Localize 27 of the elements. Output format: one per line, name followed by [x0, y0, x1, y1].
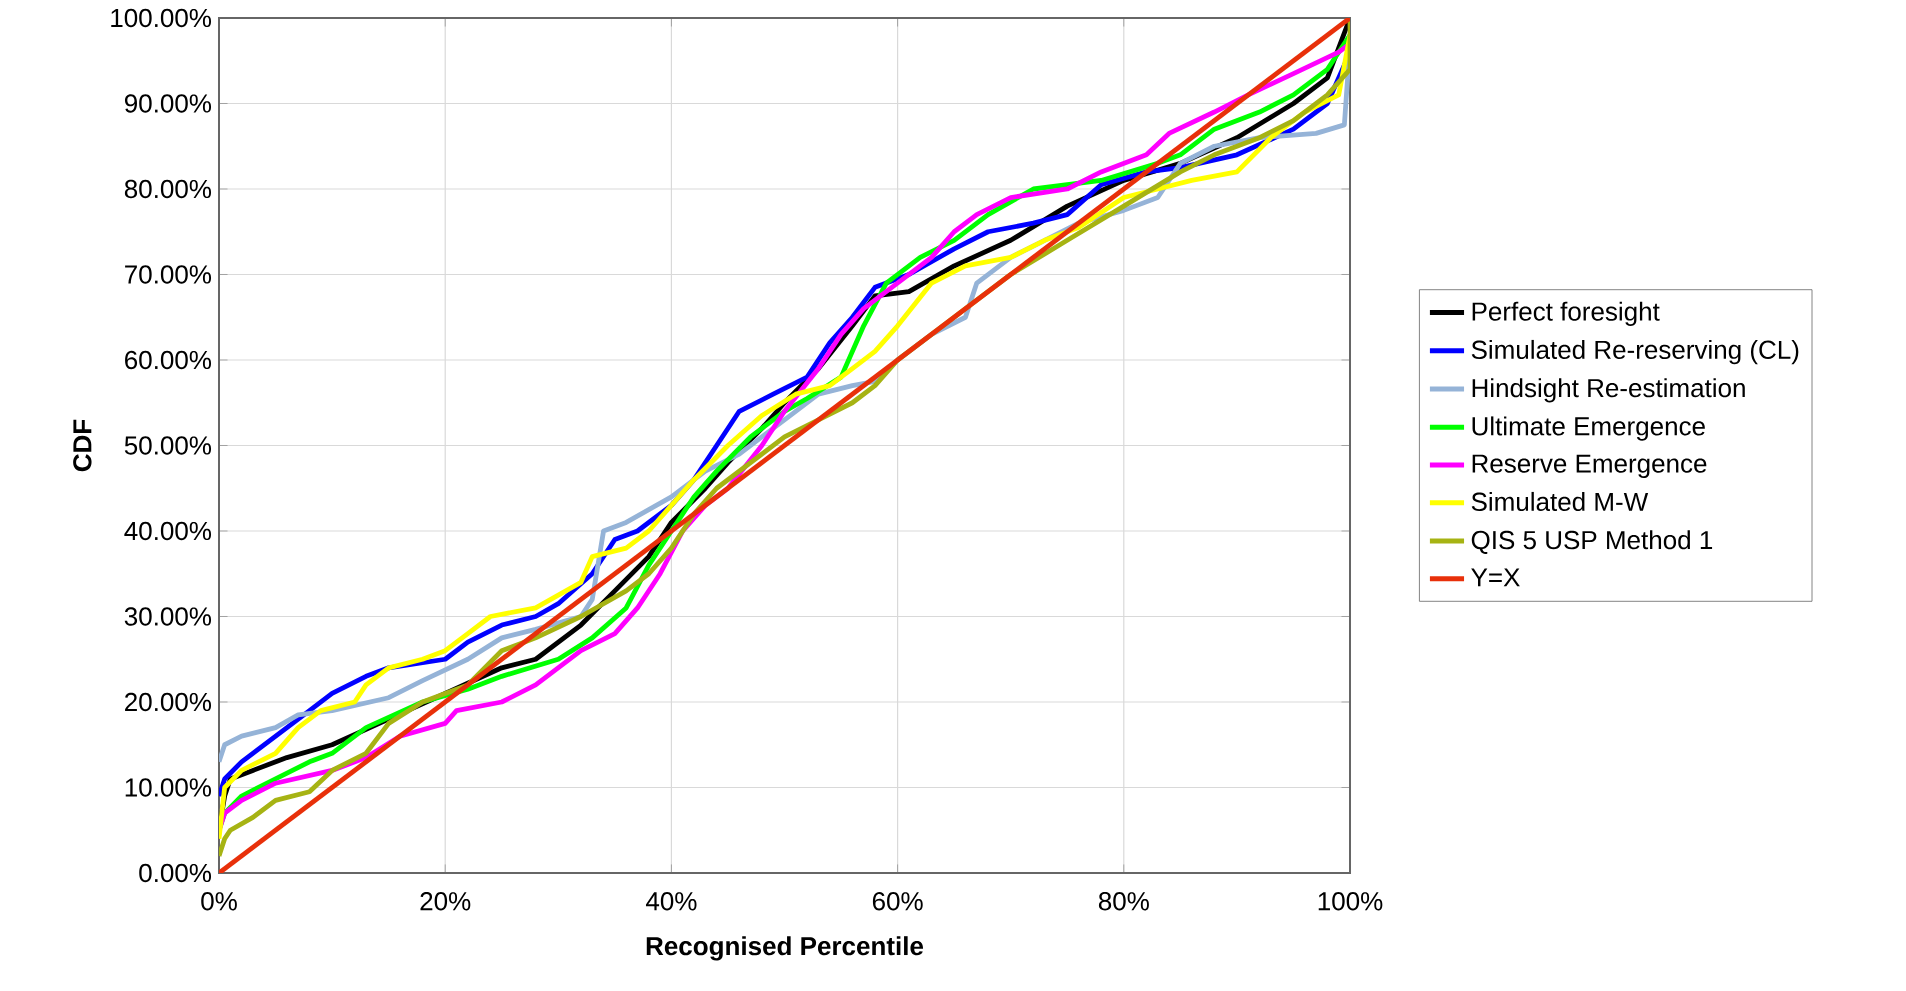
y-tick-label: 60.00% [125, 350, 212, 370]
y-tick-label: 80.00% [124, 179, 212, 199]
x-axis-title: Recognised Percentile [646, 936, 924, 961]
y-tick-label: 100.00% [111, 8, 212, 28]
x-tick-label: 0% [201, 892, 237, 911]
y-tick-label: 70.00% [125, 265, 212, 284]
y-tick-label: 40.00% [124, 521, 212, 541]
legend-label: Simulated M-W [1471, 491, 1649, 512]
x-tick-label: 60% [872, 892, 923, 911]
y-tick-label: 10.00% [125, 778, 212, 797]
legend-label: Ultimate Emergence [1472, 416, 1705, 441]
x-tick-label: 40% [645, 892, 697, 911]
y-tick-label: 0.00% [139, 863, 212, 883]
y-tick-label: 20.00% [125, 692, 212, 712]
legend-label: Y=X [1471, 568, 1520, 587]
y-tick-label: 30.00% [124, 607, 212, 626]
legend-label: QIS 5 USP Method 1 [1471, 530, 1713, 554]
y-tick-label: 50.00% [124, 436, 212, 455]
y-tick-label: 90.00% [124, 94, 212, 113]
x-tick-label: 80% [1098, 892, 1149, 911]
legend-label: Reserve Emergence [1472, 454, 1707, 478]
legend-label: Simulated Re-reserving (CL) [1471, 339, 1799, 365]
y-axis-title: CDF [73, 419, 92, 472]
legend-label: Hindsight Re-estimation [1472, 378, 1745, 403]
x-tick-label: 100% [1318, 892, 1383, 911]
x-tick-label: 20% [420, 892, 471, 911]
legend-label: Perfect foresight [1472, 301, 1660, 326]
